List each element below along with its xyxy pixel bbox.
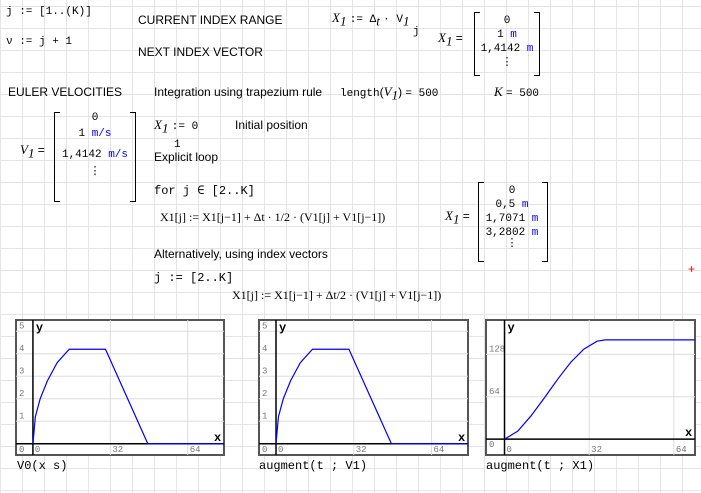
alt-range-definition[interactable]: j := [2..K]: [154, 271, 234, 285]
y-tick-label: 5: [19, 321, 24, 331]
bracket-right: [542, 182, 548, 262]
y-tick-label: 5: [262, 321, 267, 331]
plot-frame: [15, 319, 225, 456]
y-tick-label: 128: [489, 344, 505, 354]
x1-definition[interactable]: X1 := Δt · V1 j: [332, 10, 420, 38]
x1-result-label: X1 =: [438, 30, 463, 49]
x-tick-label: 64: [434, 445, 445, 455]
data-curve: [504, 339, 695, 440]
y-tick-label: 4: [19, 344, 24, 354]
x-tick-label: 32: [356, 445, 367, 455]
cursor-crosshair-icon: +: [688, 262, 696, 276]
op: · V: [383, 14, 403, 26]
plot3-caption[interactable]: augment(t ; X1): [486, 459, 595, 473]
x1-loop-result-matrix[interactable]: 0 0,5 m 1,7071 m 3,2802 m ⋮: [485, 185, 539, 250]
plot1-caption[interactable]: V0(x s): [17, 459, 68, 473]
y-tick-label: 0: [262, 445, 267, 455]
x-axis-label: x: [458, 431, 465, 445]
bracket-left: [54, 112, 60, 202]
euler-velocities-label[interactable]: EULER VELOCITIES: [8, 85, 123, 99]
y-tick-label: 1: [19, 411, 24, 421]
data-curve: [275, 348, 468, 445]
next-index-label[interactable]: NEXT INDEX VECTOR: [138, 45, 263, 59]
j-range-definition[interactable]: j := [1..(K)]: [6, 6, 92, 18]
y-tick-label: 2: [19, 389, 24, 399]
bracket-left: [478, 182, 484, 262]
current-index-label[interactable]: CURRENT INDEX RANGE: [138, 13, 283, 27]
x-axis-label: x: [685, 426, 692, 440]
bracket-right: [130, 112, 136, 202]
alt-equation[interactable]: X1[j] := X1[j−1] + Δt/2 · (V1[j] + V1[j−…: [232, 288, 442, 302]
plot-frame: [258, 319, 469, 456]
x-tick-label: 0: [278, 445, 283, 455]
x-tick-label: 0: [35, 445, 40, 455]
k-expression[interactable]: K = 500: [494, 84, 540, 100]
y-tick-label: 0: [19, 445, 24, 455]
alternative-label[interactable]: Alternatively, using index vectors: [154, 247, 328, 261]
y-tick-label: 2: [262, 389, 267, 399]
var: X: [332, 10, 340, 25]
initial-position-label[interactable]: Initial position: [235, 118, 308, 132]
x-tick-label: 64: [190, 445, 201, 455]
v1-label: V1 =: [20, 142, 45, 161]
explicit-loop-label[interactable]: Explicit loop: [154, 150, 219, 164]
v1-matrix[interactable]: 0 1 m/s 1,4142 m/s ⋮: [61, 112, 129, 178]
y-tick-label: 64: [489, 387, 500, 397]
length-expression[interactable]: length(V1) = 500: [340, 84, 439, 103]
y-axis-label: y: [508, 321, 515, 335]
plot-frame: [485, 319, 696, 456]
for-loop-header[interactable]: for j ∈ [2..K]: [154, 184, 255, 198]
x1-loop-result-label: X1 =: [445, 208, 470, 227]
bracket-left: [474, 12, 480, 76]
y-tick-label: 3: [19, 366, 24, 376]
y-axis-label: y: [279, 321, 286, 335]
plot2-caption[interactable]: augment(t ; V1): [259, 459, 368, 473]
x1-result-matrix[interactable]: 0 1 m 1,4142 m ⋮: [480, 15, 534, 69]
y-tick-label: 4: [262, 344, 267, 354]
y-tick-label: 3: [262, 366, 267, 376]
data-curve: [32, 348, 224, 445]
y-tick-label: 0: [489, 440, 494, 450]
next-index-definition[interactable]: ν := j + 1: [6, 36, 73, 48]
x-tick-label: 32: [591, 445, 602, 455]
op: := Δ: [349, 14, 377, 26]
y-axis-label: y: [36, 321, 43, 335]
y-tick-label: 1: [262, 411, 267, 421]
x-tick-label: 64: [676, 445, 687, 455]
x-tick-label: 0: [507, 445, 512, 455]
trapezium-label[interactable]: Integration using trapezium rule: [154, 85, 323, 99]
loop-equation[interactable]: X1[j] := X1[j−1] + Δt · 1/2 · (V1[j] + V…: [160, 210, 386, 224]
x-tick-label: 32: [112, 445, 123, 455]
x-axis-label: x: [214, 431, 221, 445]
bracket-right: [534, 12, 540, 76]
index: j: [412, 26, 420, 38]
